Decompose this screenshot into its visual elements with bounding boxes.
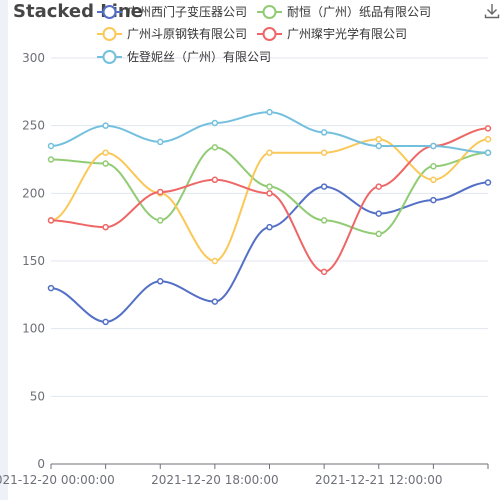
download-icon (484, 4, 500, 19)
series-1 (47, 179, 492, 326)
data-point (320, 217, 328, 224)
legend-item[interactable]: 广州西门子变压器公司 (97, 3, 247, 20)
data-point (266, 190, 273, 197)
data-point (484, 149, 492, 156)
download-button[interactable] (483, 2, 500, 20)
data-point (47, 142, 55, 150)
axes: 0 50 100 150 200 250 300 2021-12-20 00:00:00 202… (0, 51, 489, 487)
y-tick-label: 150 (22, 254, 45, 268)
data-point (211, 176, 219, 184)
legend-label: 广州斗原钢铁有限公司 (127, 27, 248, 41)
legend-marker-icon (97, 4, 122, 19)
legend-marker-icon (257, 26, 282, 41)
legend-item[interactable]: 佐登妮丝（广州）有限公司 (97, 48, 271, 65)
legend-item[interactable]: 广州璨宇光学有限公司 (257, 25, 407, 42)
data-point (266, 149, 273, 156)
data-point (375, 183, 382, 190)
y-tick-label: 250 (22, 119, 45, 133)
data-point (375, 135, 382, 143)
data-point (320, 183, 328, 190)
data-point (430, 163, 437, 170)
data-point (375, 210, 382, 217)
series-2 (47, 144, 492, 238)
data-point (430, 142, 437, 150)
data-point (320, 149, 328, 156)
data-point (211, 119, 219, 127)
data-point (47, 284, 55, 292)
data-point (102, 223, 109, 231)
grid-lines (51, 57, 488, 397)
y-tick-label: 50 (30, 389, 45, 403)
data-point (430, 196, 437, 204)
x-tick-label: 2021-12-21 12:00:00 (315, 473, 442, 487)
data-point (484, 125, 492, 132)
data-point (266, 183, 273, 190)
legend-label: 广州璨宇光学有限公司 (287, 27, 408, 41)
x-tick-label: 2021-12-20 18:00:00 (151, 473, 278, 487)
series-lines (47, 108, 492, 326)
series-line (50, 181, 489, 323)
data-point (102, 318, 109, 326)
data-point (266, 108, 273, 116)
data-point (157, 217, 164, 224)
data-point (102, 160, 109, 167)
data-point (102, 149, 109, 156)
legend-label: 耐恒（广州）纸品有限公司 (287, 5, 432, 19)
series-4 (47, 125, 492, 276)
data-point (484, 135, 492, 143)
data-point (102, 122, 109, 129)
series-5 (47, 108, 492, 156)
data-point (211, 257, 219, 265)
data-point (157, 278, 164, 285)
data-point (430, 176, 437, 184)
data-point (47, 217, 55, 224)
legend-item[interactable]: 耐恒（广州）纸品有限公司 (257, 3, 431, 20)
legend-item[interactable]: 广州斗原钢铁有限公司 (97, 25, 247, 42)
legend-marker-icon (97, 26, 122, 41)
data-point (211, 144, 219, 151)
left-edge-strip (0, 0, 8, 500)
data-point (375, 142, 382, 150)
data-point (484, 179, 492, 186)
legend: 广州西门子变压器公司 耐恒（广州）纸品有限公司广州斗原钢铁有限公司 广州璨宇光学有限… (0, 0, 500, 70)
legend-marker-icon (257, 4, 282, 19)
y-tick-label: 300 (22, 51, 45, 65)
data-point (157, 138, 164, 146)
series-3 (47, 135, 492, 265)
legend-label: 佐登妮丝（广州）有限公司 (127, 50, 272, 64)
series-line (50, 127, 489, 273)
series-line (50, 111, 489, 154)
y-tick-label: 0 (37, 457, 45, 471)
y-tick-label: 100 (22, 322, 45, 336)
data-point (211, 298, 219, 305)
data-point (320, 129, 328, 136)
data-point (266, 223, 273, 231)
x-tick-label: 2021-12-20 00:00:00 (0, 473, 115, 487)
data-point (47, 156, 55, 163)
legend-label: 广州西门子变压器公司 (127, 5, 248, 19)
legend-marker-icon (97, 49, 122, 64)
y-tick-label: 200 (22, 186, 45, 200)
data-point (375, 230, 382, 238)
data-point (157, 188, 164, 196)
data-point (320, 268, 328, 276)
series-line (50, 138, 489, 262)
